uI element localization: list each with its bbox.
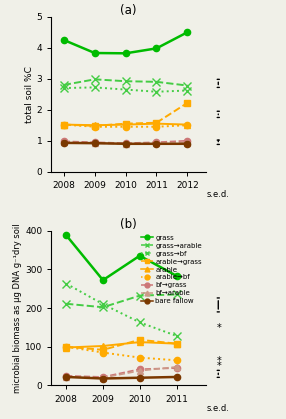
Text: *: * [217, 323, 221, 333]
Text: *: * [217, 361, 221, 371]
Text: s.e.d.: s.e.d. [207, 190, 230, 199]
Text: s.e.d.: s.e.d. [207, 404, 230, 413]
Title: (a): (a) [120, 4, 137, 17]
Title: (b): (b) [120, 217, 137, 230]
Text: *: * [217, 357, 221, 367]
Legend: grass, grass→arable, grass→bf, arable→grass, arable, arable→bf, bf→grass, bf→ara: grass, grass→arable, grass→bf, arable→gr… [140, 234, 202, 305]
Y-axis label: total soil %C: total soil %C [25, 66, 34, 123]
Y-axis label: microbial biomass as μg DNA g⁻¹dry soil: microbial biomass as μg DNA g⁻¹dry soil [13, 223, 22, 393]
